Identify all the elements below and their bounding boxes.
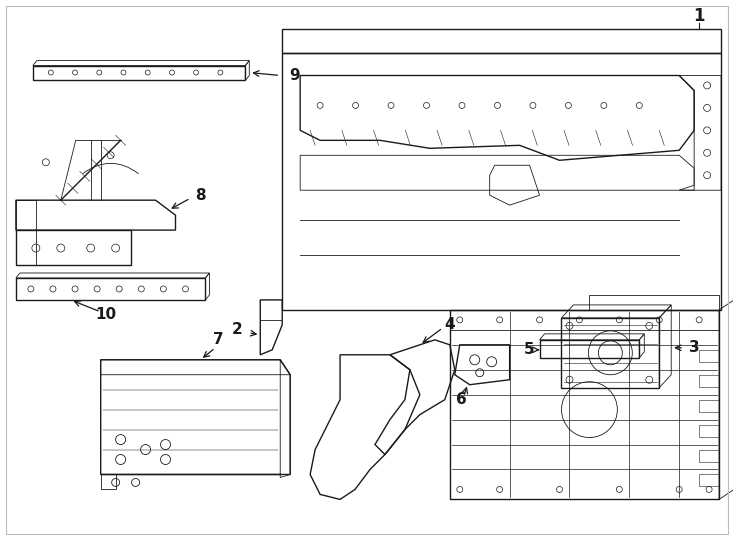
Text: 3: 3: [688, 340, 700, 355]
Text: 1: 1: [694, 6, 705, 25]
Text: 5: 5: [524, 342, 535, 357]
Text: 9: 9: [289, 68, 299, 83]
Text: 8: 8: [195, 188, 206, 202]
Text: 4: 4: [445, 318, 455, 332]
Text: 7: 7: [213, 332, 224, 347]
Text: 2: 2: [232, 322, 243, 338]
Text: 10: 10: [95, 307, 116, 322]
Text: 6: 6: [457, 392, 467, 407]
